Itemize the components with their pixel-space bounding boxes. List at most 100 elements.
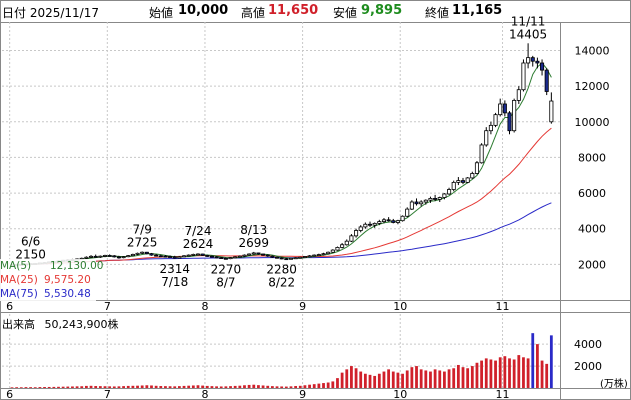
candle-body <box>442 193 447 198</box>
volume-bar <box>545 363 549 388</box>
candle-body <box>93 255 98 258</box>
month-tick-label: 7 <box>104 300 111 313</box>
candle-body <box>126 255 131 258</box>
volume-bar <box>289 386 293 388</box>
candle-body <box>363 223 368 228</box>
candle-body <box>400 215 405 222</box>
ma75-legend-value: 5,530.48 <box>44 288 91 300</box>
annotation-value: 2150 <box>15 247 46 261</box>
candlesticks <box>9 43 554 267</box>
volume-bar <box>415 366 418 388</box>
volume-bar <box>438 370 442 388</box>
candle-body <box>251 252 256 255</box>
candle-body <box>98 255 103 258</box>
volume-bar <box>480 360 484 388</box>
price-header: 日付 2025/11/17 始値 10,000 高値 11,650 安値 9,8… <box>0 0 631 22</box>
ma5-legend-value: 12,130.00 <box>50 260 104 272</box>
volume-bar <box>98 386 102 388</box>
candle-body <box>391 220 396 223</box>
candle-body <box>428 198 433 201</box>
candle-body <box>344 240 349 246</box>
price-tick-label: 14000 <box>575 45 610 58</box>
candle-body <box>302 256 307 258</box>
volume-bar <box>508 358 511 388</box>
volume-bar <box>164 386 167 388</box>
volume-bar <box>126 385 130 388</box>
volume-bar <box>108 386 112 388</box>
candle-body <box>395 220 400 223</box>
volume-bar <box>322 383 325 388</box>
candle-body <box>540 62 545 71</box>
annotation-date: 11/11 <box>511 14 546 28</box>
candle-body <box>191 253 196 256</box>
volume-label-value: 50,243,900株 <box>44 318 119 331</box>
volume-bar <box>140 385 144 388</box>
candle-body <box>182 255 187 258</box>
candle-body <box>288 257 294 260</box>
month-tick-label: 7 <box>104 388 111 400</box>
volume-bar <box>150 385 153 388</box>
candle-body <box>112 255 117 258</box>
candle-body <box>256 252 261 255</box>
candle-body <box>102 255 108 257</box>
annotation-date: 8/13 <box>240 223 267 237</box>
candle-body <box>89 255 94 258</box>
volume-bar <box>112 386 116 388</box>
volume-bar <box>47 386 51 388</box>
ma-legend: MA(5) 12,130.00 MA(25) 9,575.20 MA(75) 5,53… <box>0 259 103 301</box>
volume-bar <box>401 373 404 388</box>
annotation-value: 2699 <box>239 236 270 250</box>
volume-bar <box>405 370 409 388</box>
candle-body <box>279 257 284 260</box>
volume-bar <box>201 385 205 388</box>
volume-bar <box>303 385 307 388</box>
candle-body <box>451 181 456 190</box>
price-tick-label: 6000 <box>578 187 606 200</box>
volume-bar <box>284 386 288 388</box>
volume-bar <box>391 371 395 388</box>
volume-bar <box>80 386 84 388</box>
volume-bar <box>331 381 335 388</box>
candle-body <box>405 208 410 217</box>
volume-bar <box>294 386 298 388</box>
candle-body <box>265 254 270 257</box>
candle-body <box>386 219 391 222</box>
volume-bar <box>354 368 358 388</box>
candle-body <box>135 252 140 255</box>
volume-bar <box>424 370 428 388</box>
volume-bar <box>494 360 497 388</box>
volume-bars <box>10 333 553 388</box>
candle-body <box>423 199 428 203</box>
volume-bar <box>433 369 437 388</box>
volume-bar <box>15 387 19 388</box>
open-label: 始値 <box>149 6 174 20</box>
volume-unit: (万株) <box>600 379 628 390</box>
ma25-legend-label: MA(25) <box>0 274 38 286</box>
volume-bar <box>187 385 191 388</box>
candle-body <box>219 257 224 259</box>
annotation-value: 2280 <box>266 262 297 276</box>
month-tick-label: 9 <box>299 300 306 313</box>
candle-body <box>312 254 317 257</box>
volume-bar <box>517 355 521 388</box>
volume-bar <box>122 386 125 388</box>
volume-bar <box>252 384 256 388</box>
volume-bar <box>456 364 460 388</box>
candle-body <box>349 235 354 242</box>
candle-body <box>172 256 177 259</box>
candle-body <box>326 251 331 255</box>
volume-bar <box>117 386 121 388</box>
candle-body <box>247 253 252 256</box>
volume-bar <box>298 385 302 388</box>
price-tick-label: 4000 <box>578 223 606 236</box>
candle-body <box>367 223 373 226</box>
volume-bar <box>52 386 56 388</box>
ma25-line <box>11 127 552 266</box>
volume-bar <box>229 386 232 388</box>
volume-bar <box>29 387 32 388</box>
candle-body <box>372 222 377 226</box>
candle-body <box>447 189 452 195</box>
candle-body <box>544 69 549 92</box>
month-tick-label: 8 <box>201 300 208 313</box>
